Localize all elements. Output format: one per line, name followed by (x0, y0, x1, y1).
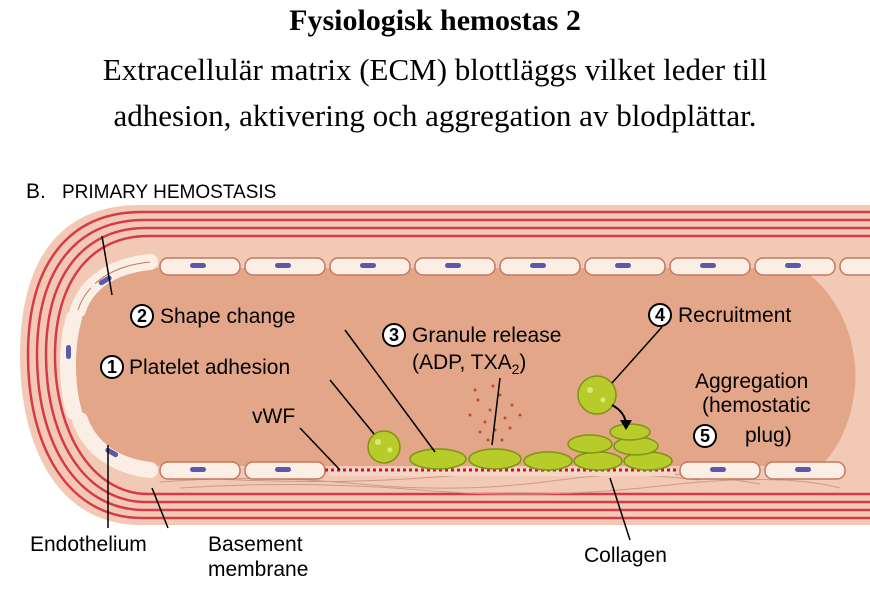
slide-title: Fysiologisk hemostas 2 (289, 4, 581, 37)
step-3: 3 Granule release (ADP, TXA2) (382, 323, 561, 377)
exposed-basement-membrane (330, 468, 675, 476)
collagen-label: Collagen (584, 544, 667, 567)
step-4: 4 Recruitment (648, 303, 791, 327)
platelet-adhesion (367, 430, 401, 464)
recruitment-arrowhead (620, 420, 632, 430)
subtitle-line-2: adhesion, aktivering och aggregation av … (113, 98, 757, 133)
step-3-sublabel: (ADP, TXA2) (412, 351, 526, 377)
step-5-label-line3: plug) (745, 424, 792, 447)
recruited-platelet (577, 375, 617, 415)
panel-label: B. (26, 180, 46, 203)
step-3-label: Granule release (412, 324, 561, 347)
endothelium-curve (60, 254, 158, 478)
step-2: 2 Shape change (130, 304, 295, 328)
basement-membrane-label-line1: Basement (208, 533, 303, 556)
granule-release-dots (468, 384, 522, 442)
step-2-label: Shape change (160, 305, 295, 328)
basement-membrane-label-line2: membrane (208, 558, 308, 581)
step-1-label: Platelet adhesion (129, 356, 290, 379)
step-4-number: 4 (655, 305, 665, 325)
endothelium-bottom (159, 461, 846, 480)
step-5: Aggregation (hemostatic 5 plug) (693, 370, 811, 448)
activated-platelets (409, 423, 673, 471)
step-5-number: 5 (700, 426, 710, 446)
panel-title: PRIMARY HEMOSTASIS (62, 182, 276, 203)
step-5-label-line2: (hemostatic (702, 394, 811, 417)
vwf-label: vWF (252, 405, 295, 428)
endothelium-label: Endothelium (30, 533, 147, 556)
step-4-label: Recruitment (678, 304, 791, 327)
step-1-number: 1 (107, 357, 117, 377)
step-3-number: 3 (389, 325, 399, 345)
step-2-number: 2 (137, 306, 147, 326)
step-1: 1 Platelet adhesion (100, 355, 290, 379)
leader-lines (101, 235, 663, 541)
step-5-label-line1: Aggregation (695, 370, 808, 393)
subtitle-line-1: Extracellulär matrix (ECM) blottläggs vi… (102, 52, 768, 87)
endothelium-top (159, 257, 870, 276)
